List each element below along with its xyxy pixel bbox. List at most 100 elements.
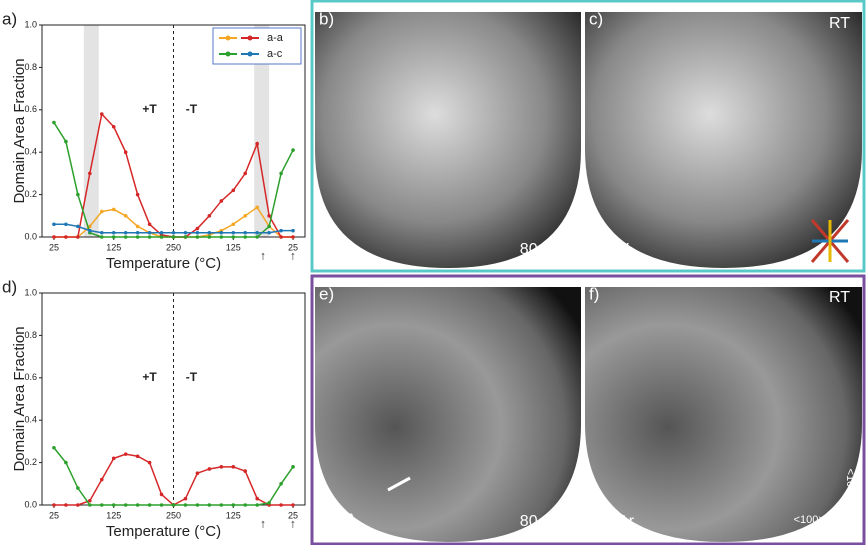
legend-box — [212, 27, 302, 65]
point — [159, 492, 164, 497]
point — [207, 230, 212, 235]
micrograph — [585, 12, 862, 268]
point — [219, 465, 224, 469]
micrograph — [585, 287, 862, 542]
panel-label: e) — [319, 284, 334, 303]
panel-text: <100>pc — [794, 514, 837, 526]
y-tick-label: 0.0 — [24, 231, 37, 241]
scale-bar — [318, 528, 360, 533]
point — [195, 235, 200, 239]
panel-label: b) — [319, 9, 334, 28]
point — [135, 192, 140, 197]
legend-label: a-c — [267, 48, 283, 60]
point — [88, 503, 92, 507]
point — [64, 235, 68, 239]
y-tick-label: 0.2 — [24, 189, 37, 199]
x-tick-label: 25 — [49, 242, 59, 252]
annotation: -T — [186, 370, 198, 384]
point — [267, 214, 271, 218]
point — [207, 503, 212, 507]
point — [88, 171, 92, 176]
y-tick-label: 0.6 — [24, 372, 37, 382]
panel-text: 80 °C — [520, 241, 560, 258]
point — [111, 235, 116, 239]
point — [231, 230, 236, 235]
x-tick-label: 125 — [106, 510, 121, 520]
point — [147, 230, 152, 235]
x-tick-label: 125 — [226, 242, 241, 252]
point — [219, 230, 224, 235]
panel-label: d) — [2, 277, 17, 296]
point — [231, 465, 236, 469]
annotation: +T — [142, 370, 157, 384]
legend-point — [247, 35, 253, 41]
panel-label: a) — [2, 9, 17, 28]
point — [207, 467, 212, 471]
highlight — [254, 25, 270, 237]
point — [123, 214, 128, 218]
point — [147, 503, 152, 507]
point — [123, 503, 128, 507]
panel-text: UHV — [595, 241, 629, 258]
point — [279, 228, 283, 233]
point — [279, 482, 283, 486]
frame-bottom — [310, 274, 866, 545]
point — [123, 235, 128, 239]
panel-label: c) — [589, 9, 603, 28]
panel-text: O₂/Ar — [595, 513, 635, 530]
point — [88, 228, 92, 233]
point — [171, 235, 176, 239]
point — [135, 454, 140, 459]
legend-point — [225, 51, 231, 57]
point — [195, 230, 200, 235]
point — [76, 192, 80, 197]
point — [267, 224, 271, 229]
point — [243, 235, 248, 239]
point — [52, 503, 56, 507]
point — [159, 235, 164, 239]
point — [255, 503, 259, 507]
point — [147, 222, 152, 227]
arrow — [387, 476, 411, 492]
point — [267, 230, 271, 235]
point — [76, 235, 80, 239]
point — [88, 224, 92, 229]
point — [243, 230, 248, 235]
point — [171, 503, 176, 507]
point — [219, 235, 224, 239]
panel-text: RT — [829, 289, 850, 306]
point — [147, 460, 152, 465]
point — [255, 496, 259, 501]
point — [183, 503, 188, 507]
panel-text: <100>pc — [844, 469, 856, 512]
point — [291, 228, 295, 233]
y-tick-label: 0.8 — [24, 62, 37, 72]
point — [207, 235, 212, 239]
point — [111, 456, 116, 461]
panel-text: 80 °C — [520, 513, 560, 530]
point — [243, 171, 248, 176]
y-axis-label: Domain Area Fraction — [11, 58, 28, 203]
annotation: +T — [142, 102, 157, 116]
point — [64, 460, 68, 465]
point — [76, 486, 80, 490]
point — [64, 503, 68, 507]
panel-text: RT — [829, 15, 850, 32]
y-tick-label: 0.6 — [24, 104, 37, 114]
point — [135, 230, 140, 235]
y-tick-label: 0.0 — [24, 499, 37, 509]
panel-text: 1 µm — [318, 509, 354, 526]
point — [99, 209, 104, 214]
point — [135, 503, 140, 507]
point — [123, 230, 128, 235]
point — [183, 496, 188, 501]
point — [76, 503, 80, 507]
point — [99, 112, 104, 116]
point — [111, 124, 116, 129]
point — [52, 235, 56, 239]
x-axis-label: Temperature (°C) — [106, 523, 221, 540]
point — [99, 230, 104, 235]
point — [255, 205, 259, 210]
point — [183, 230, 188, 235]
